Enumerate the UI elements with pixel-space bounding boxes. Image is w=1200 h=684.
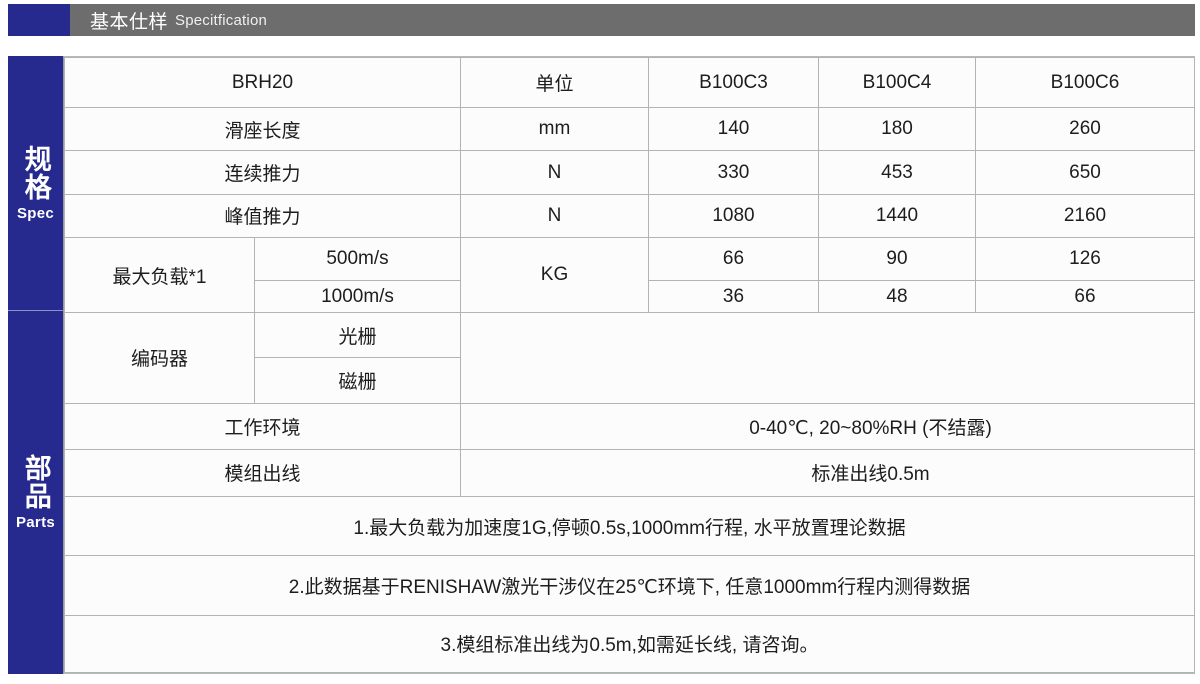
cell-peak-thrust-b100c4: 1440 bbox=[818, 193, 976, 238]
cell-continuous-thrust-b100c4: 453 bbox=[818, 150, 976, 195]
table-row: 连续推力 N 330 453 650 bbox=[64, 150, 1195, 195]
header-title-en: Specitfication bbox=[175, 11, 268, 29]
row-label-cable: 模组出线 bbox=[64, 448, 461, 498]
row-label-slider-length: 滑座长度 bbox=[64, 107, 461, 152]
header-accent-block bbox=[8, 4, 70, 36]
data-grid: BRH20 单位 B100C3 B100C4 B100C6 滑座长度 mm 14… bbox=[63, 56, 1195, 674]
page-header: 基本仕样 Specitfication bbox=[8, 4, 1195, 36]
row-sublabel-encoder-optical: 光栅 bbox=[254, 312, 461, 359]
side-section-parts-label-cn: 部品 bbox=[20, 454, 51, 510]
cell-slider-length-b100c4: 180 bbox=[818, 107, 976, 152]
cell-slider-length-b100c3: 140 bbox=[648, 107, 819, 152]
row-unit-peak-thrust: N bbox=[460, 193, 649, 238]
cell-max-load-500-b100c3: 66 bbox=[648, 236, 819, 282]
column-header-model-name: BRH20 bbox=[64, 56, 461, 109]
row-label-max-load: 最大负载*1 bbox=[64, 236, 255, 314]
table-row: 工作环境 0-40℃, 20~80%RH (不结露) bbox=[64, 402, 1195, 450]
row-sublabel-max-load-500: 500m/s bbox=[254, 236, 461, 282]
row-sublabel-encoder-magnetic: 磁栅 bbox=[254, 357, 461, 404]
cell-peak-thrust-b100c3: 1080 bbox=[648, 193, 819, 238]
cell-max-load-500-b100c6: 126 bbox=[975, 236, 1195, 282]
table-header-row: BRH20 单位 B100C3 B100C4 B100C6 bbox=[64, 56, 1195, 109]
table-row: 最大负载*1 500m/s KG 66 90 126 bbox=[64, 236, 1195, 314]
row-unit-slider-length: mm bbox=[460, 107, 649, 152]
cell-encoder-empty bbox=[460, 312, 1195, 404]
cell-continuous-thrust-b100c3: 330 bbox=[648, 150, 819, 195]
table-row: 磁栅 bbox=[65, 357, 1195, 404]
row-label-environment: 工作环境 bbox=[64, 402, 461, 450]
cell-cable-value: 标准出线0.5m bbox=[460, 448, 1195, 498]
table-row: 滑座长度 mm 140 180 260 bbox=[64, 107, 1195, 152]
cell-max-load-500-b100c4: 90 bbox=[818, 236, 976, 282]
side-section-spec-label-cn: 规格 bbox=[20, 144, 51, 201]
side-category-column: 规格 Spec 部品 Parts bbox=[8, 56, 63, 674]
note-3: 3.模组标准出线为0.5m,如需延长线, 请咨询。 bbox=[64, 614, 1195, 674]
row-label-encoder: 编码器 bbox=[64, 312, 255, 404]
column-header-b100c6: B100C6 bbox=[975, 56, 1195, 109]
side-section-spec-label-en: Spec bbox=[16, 204, 55, 222]
row-sublabel-max-load-1000: 1000m/s bbox=[254, 280, 461, 314]
table-row: 峰值推力 N 1080 1440 2160 bbox=[64, 193, 1195, 238]
row-label-continuous-thrust: 连续推力 bbox=[64, 150, 461, 195]
row-label-peak-thrust: 峰值推力 bbox=[64, 193, 461, 238]
cell-continuous-thrust-b100c6: 650 bbox=[975, 150, 1195, 195]
cell-max-load-1000-b100c3: 36 bbox=[648, 280, 819, 314]
cell-environment-value: 0-40℃, 20~80%RH (不结露) bbox=[460, 402, 1195, 450]
table-note-row: 3.模组标准出线为0.5m,如需延长线, 请咨询。 bbox=[64, 614, 1195, 674]
cell-max-load-1000-b100c6: 66 bbox=[975, 280, 1195, 314]
row-unit-continuous-thrust: N bbox=[460, 150, 649, 195]
cell-peak-thrust-b100c6: 2160 bbox=[975, 193, 1195, 238]
table-note-row: 1.最大负载为加速度1G,停顿0.5s,1000mm行程, 水平放置理论数据 bbox=[64, 496, 1195, 557]
column-header-b100c3: B100C3 bbox=[648, 56, 819, 109]
table-row: 模组出线 标准出线0.5m bbox=[64, 448, 1195, 498]
row-unit-max-load: KG bbox=[460, 236, 649, 314]
column-header-unit: 单位 bbox=[460, 56, 649, 109]
note-2: 2.此数据基于RENISHAW激光干涉仪在25℃环境下, 任意1000mm行程内… bbox=[64, 555, 1195, 616]
table-row: 编码器 光栅 bbox=[64, 312, 1195, 404]
column-header-b100c4: B100C4 bbox=[818, 56, 976, 109]
cell-slider-length-b100c6: 260 bbox=[975, 107, 1195, 152]
table-note-row: 2.此数据基于RENISHAW激光干涉仪在25℃环境下, 任意1000mm行程内… bbox=[64, 555, 1195, 616]
header-title-cn: 基本仕样 bbox=[90, 11, 169, 33]
header-title-bar: 基本仕样 Specitfication bbox=[70, 4, 1195, 36]
note-1: 1.最大负载为加速度1G,停顿0.5s,1000mm行程, 水平放置理论数据 bbox=[64, 496, 1195, 557]
side-section-parts: 部品 Parts bbox=[8, 310, 63, 674]
side-section-spec: 规格 Spec bbox=[8, 56, 63, 310]
cell-max-load-1000-b100c4: 48 bbox=[818, 280, 976, 314]
side-section-parts-label-en: Parts bbox=[15, 514, 56, 531]
table-row: 1000m/s 36 48 66 bbox=[65, 280, 1195, 314]
specification-table: 规格 Spec 部品 Parts BRH20 单位 B10 bbox=[8, 56, 1195, 674]
